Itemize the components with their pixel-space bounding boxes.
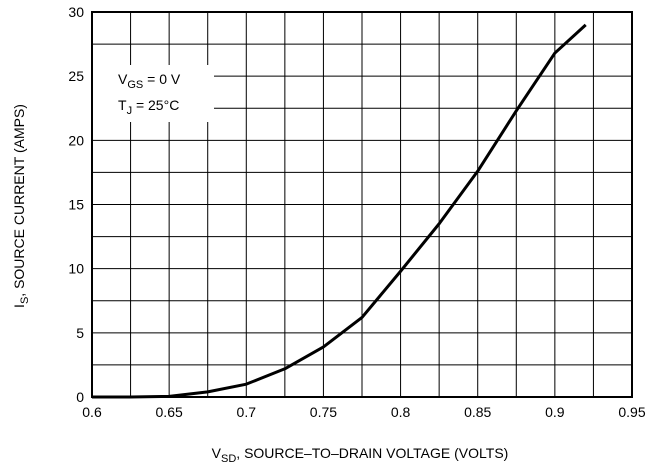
y-tick-label: 10 <box>68 261 84 277</box>
x-tick-label: 0.9 <box>545 404 565 420</box>
x-axis-label: VSD, SOURCE–TO–DRAIN VOLTAGE (VOLTS) <box>212 445 509 465</box>
x-tick-label: 0.6 <box>82 404 102 420</box>
y-tick-label: 20 <box>68 132 84 148</box>
x-tick-label: 0.85 <box>464 404 491 420</box>
x-tick-label: 0.8 <box>391 404 411 420</box>
annotation: VGS = 0 V <box>118 71 181 91</box>
x-tick-label: 0.7 <box>237 404 257 420</box>
y-axis-label: IS, SOURCE CURRENT (AMPS) <box>11 104 31 308</box>
y-tick-label: 30 <box>68 4 84 20</box>
x-tick-label: 0.95 <box>618 404 645 420</box>
plot-frame <box>91 11 633 398</box>
y-tick-label: 15 <box>68 197 84 213</box>
legend-box <box>92 65 214 122</box>
x-tick-label: 0.65 <box>156 404 183 420</box>
data-line <box>92 23 587 399</box>
x-tick-label: 0.75 <box>310 404 337 420</box>
y-tick-label: 5 <box>76 325 84 341</box>
annotation: TJ = 25°C <box>118 97 179 117</box>
y-tick-label: 25 <box>68 68 84 84</box>
y-tick-label: 0 <box>76 389 84 405</box>
